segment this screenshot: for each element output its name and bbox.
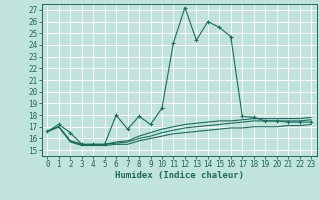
X-axis label: Humidex (Indice chaleur): Humidex (Indice chaleur) — [115, 171, 244, 180]
